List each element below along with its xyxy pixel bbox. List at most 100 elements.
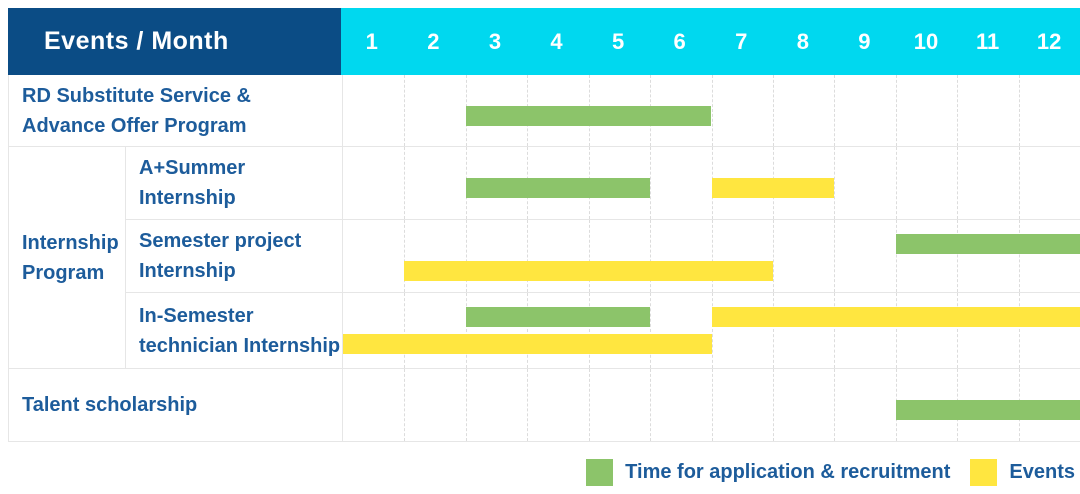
row-label-line: Internship xyxy=(139,187,236,209)
bar-recruitment xyxy=(895,400,1080,420)
table-row: In-Semester technician Internship xyxy=(125,293,1080,368)
month-gridline xyxy=(650,293,652,368)
month-gridline xyxy=(404,75,406,146)
row-label-line: Semester project xyxy=(139,230,302,252)
month-grid-cell xyxy=(342,220,1080,292)
table-header-row: Events / Month 1 2 3 4 5 6 7 8 9 10 11 12 xyxy=(8,8,1080,75)
month-grid-cell xyxy=(342,147,1080,219)
month-gridline xyxy=(404,147,406,219)
bar-events xyxy=(711,178,835,198)
row-label-line: A+Summer xyxy=(139,157,246,179)
month-header-cell: 6 xyxy=(673,28,686,54)
month-gridline xyxy=(957,293,959,368)
month-gridline xyxy=(650,220,652,292)
month-gridline xyxy=(711,220,713,292)
month-gridline xyxy=(895,220,897,292)
month-gridline xyxy=(404,220,406,292)
legend-label-events: Events xyxy=(1009,461,1075,483)
row-label-line: RD Substitute Service & xyxy=(22,84,251,107)
month-header-cell: 5 xyxy=(611,28,625,54)
month-gridline xyxy=(527,220,529,292)
month-gridline xyxy=(1018,293,1020,368)
month-gridline xyxy=(772,369,774,441)
corner-header-cell: Events / Month xyxy=(8,8,341,75)
bar-events xyxy=(404,261,773,281)
row-label: Talent scholarship xyxy=(9,369,342,441)
month-gridline xyxy=(834,293,836,368)
month-gridline xyxy=(650,369,652,441)
month-gridline xyxy=(834,75,836,146)
month-gridline xyxy=(957,75,959,146)
bar-events xyxy=(711,307,1080,327)
month-gridline xyxy=(834,147,836,219)
month-gridline xyxy=(404,369,406,441)
bar-recruitment xyxy=(465,178,651,198)
row-label-line: Internship xyxy=(139,260,236,282)
bar-recruitment xyxy=(465,106,712,126)
month-gridline xyxy=(588,369,590,441)
month-gridline xyxy=(527,293,529,368)
month-gridline xyxy=(772,220,774,292)
month-gridline xyxy=(957,220,959,292)
month-header-cell: 10 xyxy=(913,28,939,54)
month-gridline xyxy=(711,75,713,146)
row-label-line: Advance Offer Program xyxy=(22,114,247,137)
month-gridline xyxy=(588,293,590,368)
month-header-cell: 2 xyxy=(427,28,440,54)
legend: Time for application & recruitment Event… xyxy=(586,459,1075,486)
month-gridline xyxy=(895,75,897,146)
month-gridline xyxy=(1018,220,1020,292)
row-label: In-Semester technician Internship xyxy=(125,293,342,368)
month-header-cell: 3 xyxy=(488,28,502,54)
row-label-line: technician Internship xyxy=(139,334,341,357)
events-month-table: Events / Month 1 2 3 4 5 6 7 8 9 10 11 12 RD Substi… xyxy=(8,8,1080,442)
month-gridline xyxy=(404,293,406,368)
internship-program-group: Internship Program A+Summer Internship S… xyxy=(9,147,1080,369)
table-row: RD Substitute Service & Advance Offer Pr… xyxy=(9,75,1080,147)
bar-recruitment xyxy=(895,234,1080,254)
month-gridline xyxy=(588,220,590,292)
month-gridline xyxy=(1018,75,1020,146)
table-row: Semester project Internship xyxy=(125,220,1080,293)
month-gridline xyxy=(772,293,774,368)
group-label-line: Program xyxy=(22,261,105,284)
table-body: RD Substitute Service & Advance Offer Pr… xyxy=(8,75,1080,442)
bar-recruitment xyxy=(465,307,651,327)
group-label: Internship Program xyxy=(9,147,125,368)
month-gridline xyxy=(895,147,897,219)
month-gridline xyxy=(711,369,713,441)
bar-events xyxy=(343,334,712,354)
row-label-line: In-Semester xyxy=(139,304,254,327)
group-label-line: Internship xyxy=(22,231,119,254)
month-gridline xyxy=(957,147,959,219)
row-label: RD Substitute Service & Advance Offer Pr… xyxy=(9,75,342,146)
month-header-cell: 12 xyxy=(1036,28,1062,54)
month-header-cell: 7 xyxy=(735,28,748,54)
month-header-row: 1 2 3 4 5 6 7 8 9 10 11 12 xyxy=(341,8,1080,75)
month-gridline xyxy=(711,293,713,368)
month-grid-cell xyxy=(342,75,1080,146)
month-header-cell: 8 xyxy=(796,28,809,54)
month-gridline xyxy=(465,220,467,292)
month-gridline xyxy=(465,293,467,368)
month-gridline xyxy=(834,369,836,441)
legend-swatch-recruitment-icon xyxy=(586,459,614,486)
table-row: Talent scholarship xyxy=(9,369,1080,442)
month-grid-cell xyxy=(342,293,1080,368)
month-gridline xyxy=(465,369,467,441)
legend-swatch-events-icon xyxy=(970,459,998,486)
legend-label-recruitment: Time for application & recruitment xyxy=(625,461,951,483)
group-subrows: A+Summer Internship Semester project Int… xyxy=(125,147,1080,368)
row-label: A+Summer Internship xyxy=(125,147,342,219)
month-header-cell: 11 xyxy=(975,28,1000,54)
row-label: Semester project Internship xyxy=(125,220,342,292)
month-gridline xyxy=(1018,147,1020,219)
month-header-cell: 1 xyxy=(365,28,378,54)
month-header-cell: 9 xyxy=(858,28,871,54)
month-header-cell: 4 xyxy=(550,28,563,54)
month-gridline xyxy=(650,147,652,219)
month-gridline xyxy=(527,369,529,441)
row-label-line: Talent scholarship xyxy=(22,394,198,416)
month-gridline xyxy=(772,75,774,146)
